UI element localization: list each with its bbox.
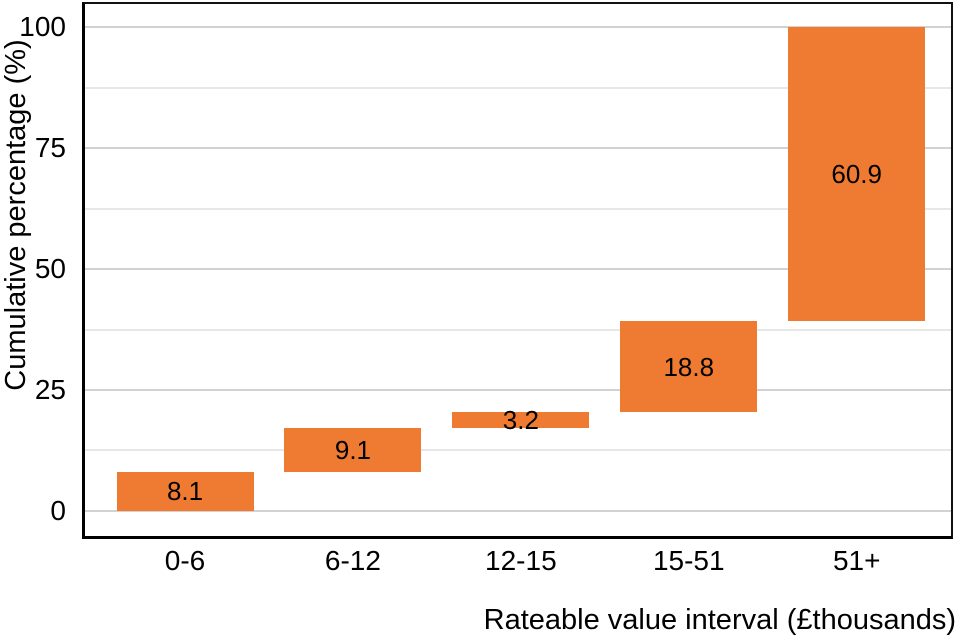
bar-value-label: 18.8 [663,351,715,382]
y-tick-label-75: 75 [34,132,66,164]
y-tick-label-50: 50 [34,253,66,285]
x-tick-label-6-12: 6-12 [324,545,381,576]
bar-value-label: 60.9 [831,159,882,189]
plot-area: 8.1 9.1 3.2 18.8 60.9 [82,2,953,539]
major-gridline-25 [85,388,951,391]
minor-gridline-62.5 [85,207,951,210]
x-tick-label-12-15: 12-15 [485,545,557,576]
bar-segment-15-51: 18.8 [620,321,758,413]
major-gridline-100 [85,26,951,29]
y-tick-label-0: 0 [50,494,66,526]
bar-value-label: 8.1 [166,476,204,507]
major-gridline-0 [85,509,951,512]
bar-segment-51+: 60.9 [788,26,926,322]
major-gridline-50 [85,268,951,271]
bar-value-label: 3.2 [502,404,539,435]
minor-gridline-12.5 [85,449,951,452]
y-axis-title: Cumulative percentage (%) [0,39,32,391]
x-axis-title: Rateable value interval (£thousands) [483,604,956,636]
minor-gridline-37.5 [85,328,951,331]
bar-value-label: 9.1 [334,434,372,465]
y-tick-label-100: 100 [19,11,66,43]
major-gridline-75 [85,147,951,150]
bar-segment-12-15: 3.2 [452,407,590,433]
x-tick-label-0-6: 0-6 [164,545,206,576]
x-tick-label-15-51: 15-51 [652,545,725,576]
minor-gridline-87.5 [85,86,951,89]
y-tick-label-25: 25 [34,373,66,405]
bar-segment-6-12: 9.1 [284,427,422,472]
x-tick-label-51+: 51+ [832,545,881,576]
bar-segment-0-6: 8.1 [116,471,254,511]
